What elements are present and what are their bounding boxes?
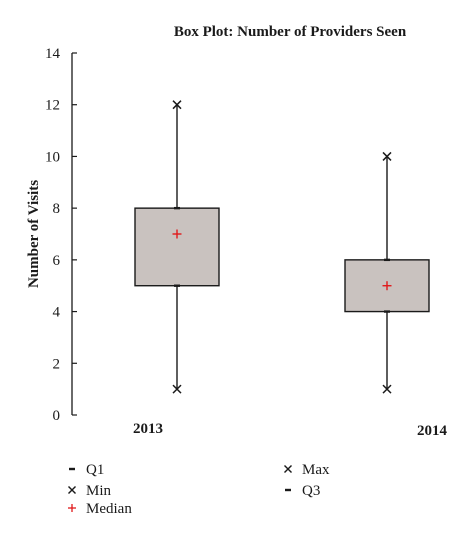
y-tick-label: 12: [45, 98, 60, 114]
legend-item: Max: [284, 462, 330, 478]
max-marker: [172, 100, 182, 110]
legend-item: Q3: [285, 483, 320, 499]
y-tick-label: 0: [53, 408, 61, 424]
legend: Q1 Max Min Q3 Median: [68, 462, 330, 517]
median-marker: [172, 229, 182, 239]
box-2014: [344, 151, 430, 394]
legend-item: Q1: [69, 462, 104, 478]
legend-label: Max: [302, 462, 330, 478]
y-tick-label: 14: [45, 46, 61, 62]
y-tick-label: 8: [53, 201, 61, 217]
max-marker-stroke: [382, 151, 392, 161]
legend-label: Min: [86, 483, 112, 499]
y-axis: 0 2 4 6 8 10 12 14: [45, 46, 77, 424]
min-marker: [382, 384, 392, 394]
y-tick-label: 4: [53, 305, 61, 321]
median-marker: [382, 281, 392, 291]
min-marker: [172, 384, 182, 394]
legend-label: Median: [86, 501, 132, 517]
legend-label: Q1: [86, 462, 104, 478]
x-category-label: 2013: [133, 421, 163, 437]
legend-item: Median: [68, 501, 132, 517]
chart-title: Box Plot: Number of Providers Seen: [174, 24, 407, 40]
max-marker-stroke: [172, 100, 182, 110]
max-marker: [382, 151, 392, 161]
min-marker-stroke: [382, 384, 392, 394]
min-marker-stroke: [172, 384, 182, 394]
boxes: 2013 2014: [133, 100, 448, 439]
y-tick-label: 6: [53, 253, 61, 269]
y-tick-label: 10: [45, 149, 60, 165]
y-axis-label: Number of Visits: [26, 180, 42, 288]
legend-label: Q3: [302, 483, 320, 499]
legend-x-symbol: [284, 465, 292, 473]
box-2013: [134, 100, 220, 394]
iqr-box: [134, 207, 220, 287]
x-category-label: 2014: [417, 423, 448, 439]
legend-item: Min: [68, 483, 112, 499]
y-tick-label: 2: [53, 356, 61, 372]
legend-x-symbol: [68, 486, 76, 494]
